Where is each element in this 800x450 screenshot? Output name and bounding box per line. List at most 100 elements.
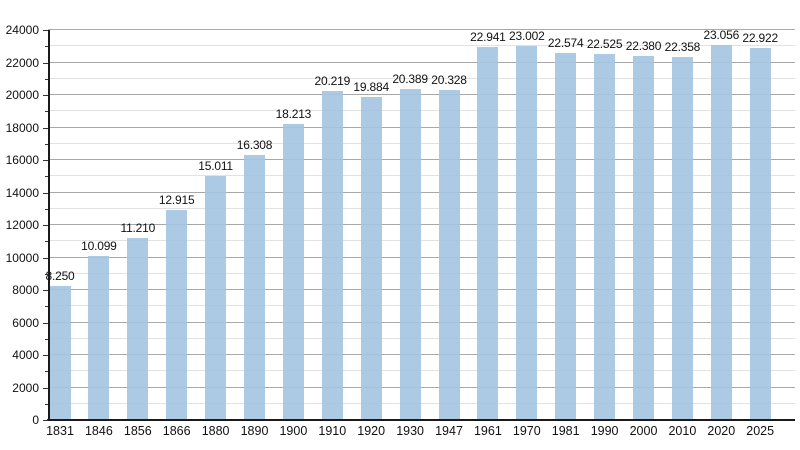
bar-2010 <box>671 56 693 420</box>
bar-value-label: 23.002 <box>509 29 545 44</box>
bar-1866 <box>166 210 188 420</box>
y-tick-mark <box>45 403 48 405</box>
bar-1961 <box>477 47 499 420</box>
x-tick-label-2020: 2020 <box>707 424 736 438</box>
y-tick-label: 24000 <box>5 23 39 37</box>
gridline-major <box>48 29 795 30</box>
y-tick-mark <box>43 420 48 421</box>
bar-value-label: 22.358 <box>664 39 701 54</box>
bar-1910 <box>321 91 343 420</box>
x-tick-label-1961: 1961 <box>473 424 502 438</box>
gridline-minor <box>48 142 795 144</box>
gridline-major <box>48 191 795 193</box>
bar-1947 <box>438 89 460 420</box>
bar-value-label: 10.099 <box>81 238 117 253</box>
bar-value-label: 22.922 <box>742 30 778 45</box>
x-tick-label-1880: 1880 <box>201 424 230 438</box>
y-tick-mark <box>45 208 48 210</box>
bar-value-label: 22.941 <box>470 30 506 45</box>
x-tick-label-1856: 1856 <box>123 424 152 438</box>
gridline-major <box>48 386 795 388</box>
bar-value-label: 12.915 <box>158 193 195 208</box>
x-tick-label-1990: 1990 <box>590 424 619 438</box>
y-tick-label: 4000 <box>12 348 39 362</box>
bar-1846 <box>88 255 110 420</box>
bar-1920 <box>360 96 382 420</box>
bar-2025 <box>749 47 771 420</box>
bar-2000 <box>633 56 654 420</box>
bar-value-label: 20.328 <box>431 72 467 87</box>
bar-value-label: 11.210 <box>120 220 156 235</box>
gridline-minor <box>48 45 795 47</box>
gridline-minor <box>48 402 795 404</box>
bar-value-label: 23.056 <box>703 28 740 43</box>
y-tick-mark <box>45 46 48 48</box>
y-tick-mark <box>45 143 48 145</box>
gridline-major <box>48 256 795 258</box>
y-tick-mark <box>45 273 48 275</box>
gridline-minor <box>48 207 795 209</box>
y-tick-mark <box>43 127 48 129</box>
y-axis-line <box>48 30 50 420</box>
y-tick-mark <box>43 257 48 259</box>
y-tick-mark <box>43 290 48 291</box>
x-tick-label-1947: 1947 <box>435 424 463 438</box>
y-tick-mark <box>45 306 48 308</box>
bar-1981 <box>555 53 577 420</box>
gridline-major <box>48 159 795 160</box>
y-tick-mark <box>43 387 48 389</box>
y-tick-mark <box>45 371 48 373</box>
gridline-major <box>48 354 795 355</box>
gridline-major <box>48 321 795 323</box>
bar-1990 <box>594 53 616 420</box>
y-tick-mark <box>43 192 48 194</box>
bar-value-label: 22.380 <box>625 39 662 54</box>
gridline-minor <box>48 175 795 177</box>
gridline-major <box>48 126 795 128</box>
y-tick-mark <box>43 322 48 324</box>
y-tick-mark <box>45 241 48 243</box>
x-tick-label-1831: 1831 <box>46 424 74 438</box>
bar-1970 <box>516 46 538 420</box>
bar-value-label: 22.525 <box>586 36 623 51</box>
gridline-minor <box>48 240 795 242</box>
y-tick-mark <box>43 62 48 64</box>
plot-area: 8.250 10.099 11.210 12.915 15.011 16.308 18.21… <box>45 28 795 420</box>
x-axis-line <box>47 419 795 421</box>
y-tick-label: 10000 <box>5 250 39 265</box>
gridline-major <box>48 224 795 225</box>
y-tick-mark <box>43 225 48 226</box>
x-tick-label-1910: 1910 <box>318 424 347 438</box>
bar-1856 <box>127 237 149 420</box>
x-tick-label-1890: 1890 <box>240 424 269 438</box>
y-tick-mark <box>45 176 48 178</box>
bar-1890 <box>244 155 265 420</box>
bar-value-label: 22.574 <box>547 36 584 51</box>
gridline-major <box>48 61 795 63</box>
y-tick-mark <box>45 111 48 113</box>
bar-1930 <box>399 88 421 420</box>
bar-1900 <box>282 124 304 420</box>
x-tick-label-1970: 1970 <box>512 424 541 438</box>
y-tick-label: 14000 <box>5 185 39 200</box>
gridline-minor <box>48 110 795 112</box>
bar-1831 <box>49 285 71 420</box>
x-tick-label-1981: 1981 <box>551 424 580 438</box>
x-tick-label-1866: 1866 <box>162 424 191 438</box>
bar-value-label: 18.213 <box>275 107 312 122</box>
x-tick-label-1930: 1930 <box>396 424 424 438</box>
y-tick-mark <box>43 160 48 161</box>
y-tick-mark <box>45 78 48 80</box>
y-tick-label: 0 <box>32 413 39 427</box>
y-tick-label: 8000 <box>12 283 39 297</box>
gridline-major <box>48 289 795 290</box>
bar-1880 <box>205 176 227 420</box>
bar-value-label: 20.389 <box>392 71 428 86</box>
x-tick-label-1900: 1900 <box>279 424 308 438</box>
y-tick-label: 18000 <box>5 120 39 135</box>
x-tick-label-2025: 2025 <box>746 424 775 438</box>
bar-value-label: 20.219 <box>314 74 351 89</box>
gridline-minor <box>48 77 795 79</box>
y-tick-mark <box>43 355 48 356</box>
